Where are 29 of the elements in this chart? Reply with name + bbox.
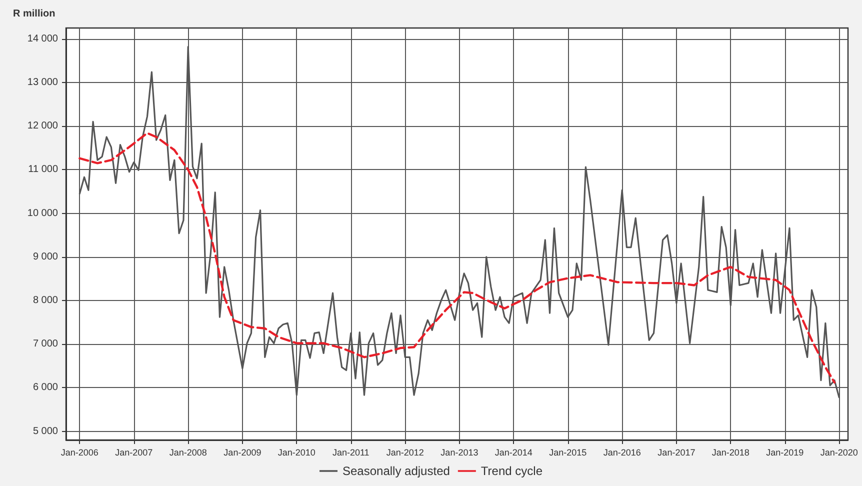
x-tick-label: Jan-2020	[820, 448, 858, 458]
y-tick-label: 6 000	[32, 382, 58, 394]
y-tick-label: 8 000	[32, 294, 58, 306]
y-tick-label: 13 000	[27, 76, 58, 88]
y-tick-label: 7 000	[32, 338, 58, 350]
y-tick-label: 14 000	[27, 33, 58, 44]
x-tick-label: Jan-2007	[115, 448, 153, 458]
y-tick-label: 11 000	[28, 164, 58, 176]
x-tick-label: Jan-2014	[494, 448, 532, 458]
x-tick-label: Jan-2009	[224, 448, 262, 458]
y-tick-label: 12 000	[27, 120, 58, 132]
y-tick-label: 10 000	[27, 208, 58, 219]
x-tick-label: Jan-2011	[332, 448, 370, 458]
line-series	[78, 132, 836, 384]
x-tick-label: Jan-2015	[549, 448, 587, 458]
x-tick-label: Jan-2019	[766, 448, 804, 458]
x-tick-label: Jan-2018	[712, 448, 750, 458]
x-tick-label: Jan-2017	[658, 448, 696, 458]
x-tick-label: Jan-2008	[169, 448, 207, 458]
x-tick-label: Jan-2012	[386, 448, 424, 458]
y-tick-label: 5 000	[32, 426, 58, 437]
legend-label: Trend cycle	[480, 464, 543, 478]
y-axis-title: R million	[13, 8, 56, 20]
x-tick-label: Jan-2006	[60, 448, 98, 458]
x-tick-label: Jan-2010	[278, 448, 316, 458]
y-tick-label: 9 000	[32, 251, 58, 262]
x-tick-label: Jan-2013	[440, 448, 478, 458]
legend-label: Seasonally adjusted	[342, 464, 450, 478]
x-tick-label: Jan-2016	[603, 448, 641, 458]
